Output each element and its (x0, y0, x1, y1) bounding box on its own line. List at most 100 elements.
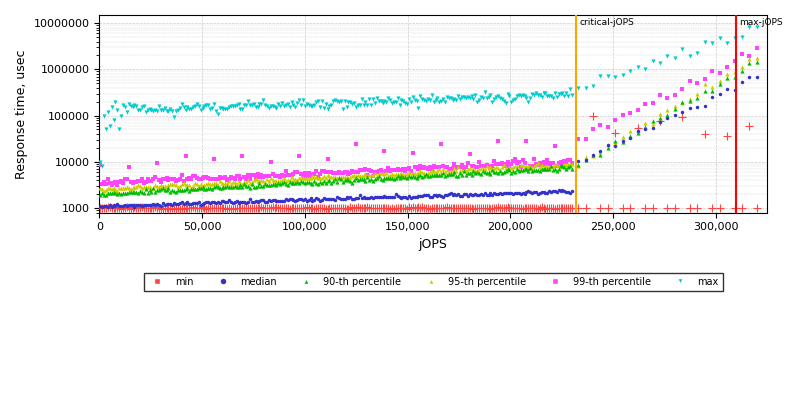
Point (183, 188, 196, 194)
Point (534, 92, 546, 98)
Point (139, 205, 152, 212)
Point (423, 172, 436, 179)
Point (312, 196, 325, 202)
Point (372, 173, 385, 179)
Point (242, 176, 254, 183)
Point (452, 191, 465, 198)
Point (333, 195, 346, 201)
Point (154, 203, 167, 210)
Point (401, 175, 414, 181)
Point (422, 166, 434, 172)
Point (566, 166, 578, 172)
Point (386, 100, 398, 106)
Point (524, 205, 537, 211)
Point (142, 205, 154, 211)
Point (412, 204, 425, 210)
Point (683, 53, 696, 60)
Point (416, 164, 429, 171)
Point (482, 169, 495, 175)
Point (506, 168, 519, 174)
Point (558, 164, 570, 170)
Point (549, 205, 562, 212)
Point (537, 205, 550, 212)
Point (423, 205, 436, 212)
Point (192, 199, 205, 205)
Point (495, 164, 508, 170)
Point (406, 150, 419, 156)
Point (253, 174, 266, 180)
Point (408, 194, 421, 200)
Point (534, 168, 546, 174)
Point (186, 183, 199, 190)
Point (154, 206, 167, 212)
Point (111, 201, 124, 207)
Point (274, 178, 286, 184)
Point (579, 136, 592, 142)
Point (143, 184, 156, 190)
Point (380, 168, 393, 174)
Point (441, 172, 454, 178)
Point (207, 199, 220, 206)
Point (234, 204, 247, 211)
Point (138, 184, 150, 191)
Point (283, 206, 296, 212)
Point (654, 115, 666, 121)
Point (219, 184, 232, 190)
Point (361, 174, 374, 180)
Point (297, 97, 310, 104)
Point (114, 203, 127, 210)
Point (221, 180, 234, 187)
Point (359, 205, 372, 212)
Point (314, 198, 326, 204)
Point (111, 204, 124, 211)
Point (221, 177, 234, 183)
Point (462, 94, 474, 100)
Point (459, 95, 472, 102)
Point (372, 205, 385, 211)
Point (170, 178, 182, 184)
Point (306, 103, 319, 109)
Point (469, 163, 482, 170)
Point (514, 190, 527, 197)
Point (594, 122, 607, 129)
Point (240, 102, 253, 108)
Y-axis label: Response time, usec: Response time, usec (15, 49, 28, 178)
Point (327, 204, 340, 211)
Point (486, 99, 498, 106)
Point (495, 169, 508, 176)
Point (366, 177, 379, 184)
Point (302, 175, 315, 182)
Point (397, 166, 410, 172)
Point (334, 196, 347, 202)
Point (304, 174, 317, 181)
Point (106, 204, 118, 210)
Point (366, 205, 379, 211)
Point (498, 169, 510, 175)
Point (340, 169, 353, 175)
Point (446, 192, 459, 198)
Point (350, 104, 362, 110)
Point (586, 113, 599, 120)
Point (202, 199, 214, 205)
Point (289, 104, 302, 110)
Point (609, 117, 622, 124)
Point (106, 205, 118, 211)
Point (243, 176, 256, 182)
Point (264, 175, 277, 182)
Point (721, 64, 734, 70)
Point (158, 183, 171, 189)
Point (486, 205, 498, 211)
Point (198, 205, 211, 212)
Point (524, 189, 537, 195)
Point (215, 197, 228, 204)
Point (369, 176, 382, 182)
Point (325, 102, 338, 108)
Point (549, 161, 562, 168)
Point (560, 189, 573, 195)
Point (228, 179, 241, 186)
Point (142, 184, 154, 190)
Point (185, 205, 198, 211)
Point (268, 104, 281, 110)
Point (300, 179, 313, 185)
Point (128, 189, 141, 195)
